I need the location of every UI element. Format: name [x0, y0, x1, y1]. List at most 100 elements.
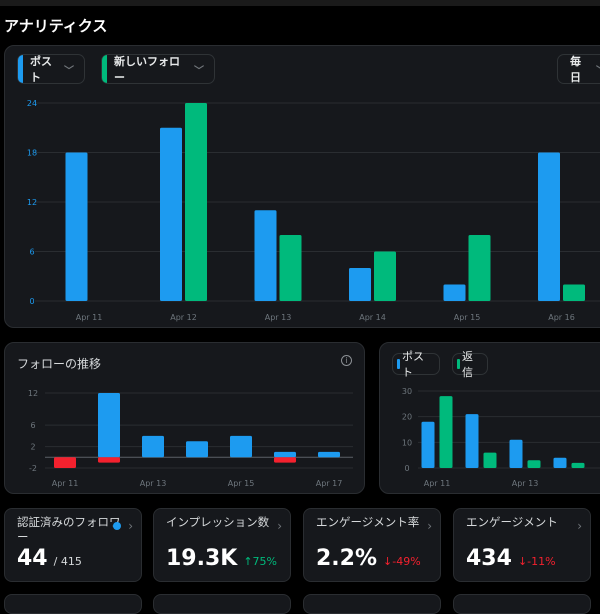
bar [538, 152, 560, 301]
x-tick-label: Apr 17 [316, 479, 343, 488]
bar [186, 441, 208, 458]
chevron-right-icon: › [128, 519, 133, 533]
main-bar-chart: 0 6 12 18 24 Apr 11 Apr 12 Apr 13 Apr 14 Apr 15 Ap… [27, 99, 600, 322]
bar [468, 235, 491, 301]
bar [230, 435, 252, 458]
bar [553, 457, 567, 468]
period-select[interactable]: 毎日 ﹀ [557, 54, 600, 84]
chevron-down-icon: ﹀ [596, 62, 600, 77]
x-tick-label: Apr 12 [170, 313, 197, 322]
y-tick-label: 24 [27, 99, 37, 108]
y-tick-label: 20 [402, 413, 412, 422]
bar [349, 268, 371, 301]
bar [274, 457, 296, 463]
stat-card[interactable]: インプレッション数 › 19.3K ↑75% [153, 508, 291, 582]
chevron-right-icon: › [277, 519, 282, 533]
y-tick-label: 2 [30, 443, 35, 452]
stat-change: ↓-49% [383, 555, 421, 568]
bar [185, 103, 207, 301]
stat-card[interactable]: エンゲージメント率 › 2.2% ↓-49% [303, 508, 441, 582]
filter-posts[interactable]: ポスト ﹀ [17, 54, 85, 84]
color-marker [102, 55, 107, 83]
x-tick-label: Apr 15 [454, 313, 481, 322]
bar [142, 435, 164, 458]
bar [160, 127, 182, 301]
y-tick-label: -2 [29, 464, 37, 473]
stat-change: / 415 [53, 555, 82, 568]
filter-new-follows[interactable]: 新しいフォロー ﹀ [101, 54, 215, 84]
filter-label: ポスト [30, 55, 52, 84]
bar [279, 235, 302, 301]
stat-card[interactable] [303, 594, 441, 614]
stat-card[interactable] [453, 594, 591, 614]
follow-trend-panel: フォローの推移 i -2 2 6 12 Apr 11 Apr 13 Apr 15 Apr 17 [4, 342, 365, 494]
bar [274, 451, 296, 458]
y-tick-label: 0 [29, 297, 34, 306]
stat-change: ↑75% [243, 555, 277, 568]
follow-trend-title: フォローの推移 [17, 357, 102, 371]
y-tick-label: 6 [30, 421, 35, 430]
bar [483, 452, 497, 468]
bar [65, 152, 88, 301]
chevron-down-icon: ﹀ [64, 65, 74, 77]
stat-card[interactable]: 認証済みのフォロワー › 44 / 415 [4, 508, 142, 582]
bar [98, 393, 120, 458]
stat-change: ↓-11% [517, 555, 556, 568]
legend-label: 返信 [462, 350, 473, 379]
bar [54, 457, 76, 468]
y-tick-label: 6 [29, 248, 34, 257]
x-tick-label: Apr 16 [548, 313, 575, 322]
top-bar [0, 0, 600, 6]
stat-label: 認証済みのフォロワー [17, 515, 121, 544]
chevron-right-icon: › [427, 519, 432, 533]
x-tick-label: Apr 13 [512, 479, 539, 488]
stat-value: 19.3K [166, 546, 238, 571]
y-tick-label: 10 [402, 438, 412, 447]
stat-card[interactable] [153, 594, 291, 614]
x-tick-label: Apr 15 [228, 479, 255, 488]
posts-replies-chart: 0 10 20 30 Apr 11 Apr 13 [402, 387, 600, 488]
stat-value: 2.2% [316, 546, 378, 571]
bar [421, 421, 435, 468]
info-icon[interactable]: i [341, 355, 352, 366]
stat-value: 434 [466, 546, 512, 571]
stat-label: インプレッション数 [166, 515, 270, 529]
chevron-down-icon: ﹀ [194, 65, 204, 77]
bar [443, 284, 466, 301]
stat-value: 44 [17, 546, 48, 571]
color-marker [18, 55, 23, 83]
stat-label: エンゲージメント [466, 515, 558, 529]
bar [318, 451, 340, 458]
y-tick-label: 30 [402, 387, 412, 396]
x-tick-label: Apr 11 [424, 479, 451, 488]
filter-label: 新しいフォロー [114, 55, 180, 84]
color-marker [457, 359, 460, 369]
bar [563, 284, 585, 301]
x-tick-label: Apr 11 [52, 479, 79, 488]
chevron-right-icon: › [577, 519, 582, 533]
posts-replies-panel: ポスト 返信 0 10 20 30 Apr 11 Apr 13 [379, 342, 600, 494]
x-tick-label: Apr 13 [140, 479, 167, 488]
bar [571, 462, 585, 468]
legend-label: ポスト [402, 350, 424, 379]
legend-posts[interactable]: ポスト [392, 350, 440, 379]
stat-card[interactable] [4, 594, 142, 614]
bar [509, 439, 523, 468]
bar [465, 414, 479, 468]
bar [254, 210, 277, 301]
bar [439, 396, 453, 468]
stat-card[interactable]: エンゲージメント › 434 ↓-11% [453, 508, 591, 582]
legend-replies[interactable]: 返信 [452, 350, 488, 379]
x-tick-label: Apr 13 [265, 313, 292, 322]
x-tick-label: Apr 14 [359, 313, 386, 322]
verified-icon [113, 522, 121, 530]
x-tick-label: Apr 11 [76, 313, 103, 322]
color-marker [397, 359, 400, 369]
y-tick-label: 0 [404, 464, 409, 473]
main-chart-panel: ポスト ﹀ 新しいフォロー ﹀ 毎日 ﹀ 0 6 12 18 24 Apr 11 Apr 12 Ap… [4, 45, 600, 328]
y-tick-label: 18 [27, 149, 37, 158]
bar [527, 460, 541, 468]
y-tick-label: 12 [27, 198, 37, 207]
follow-trend-chart: -2 2 6 12 Apr 11 Apr 13 Apr 15 Apr 17 [28, 389, 353, 488]
bar [374, 251, 396, 301]
